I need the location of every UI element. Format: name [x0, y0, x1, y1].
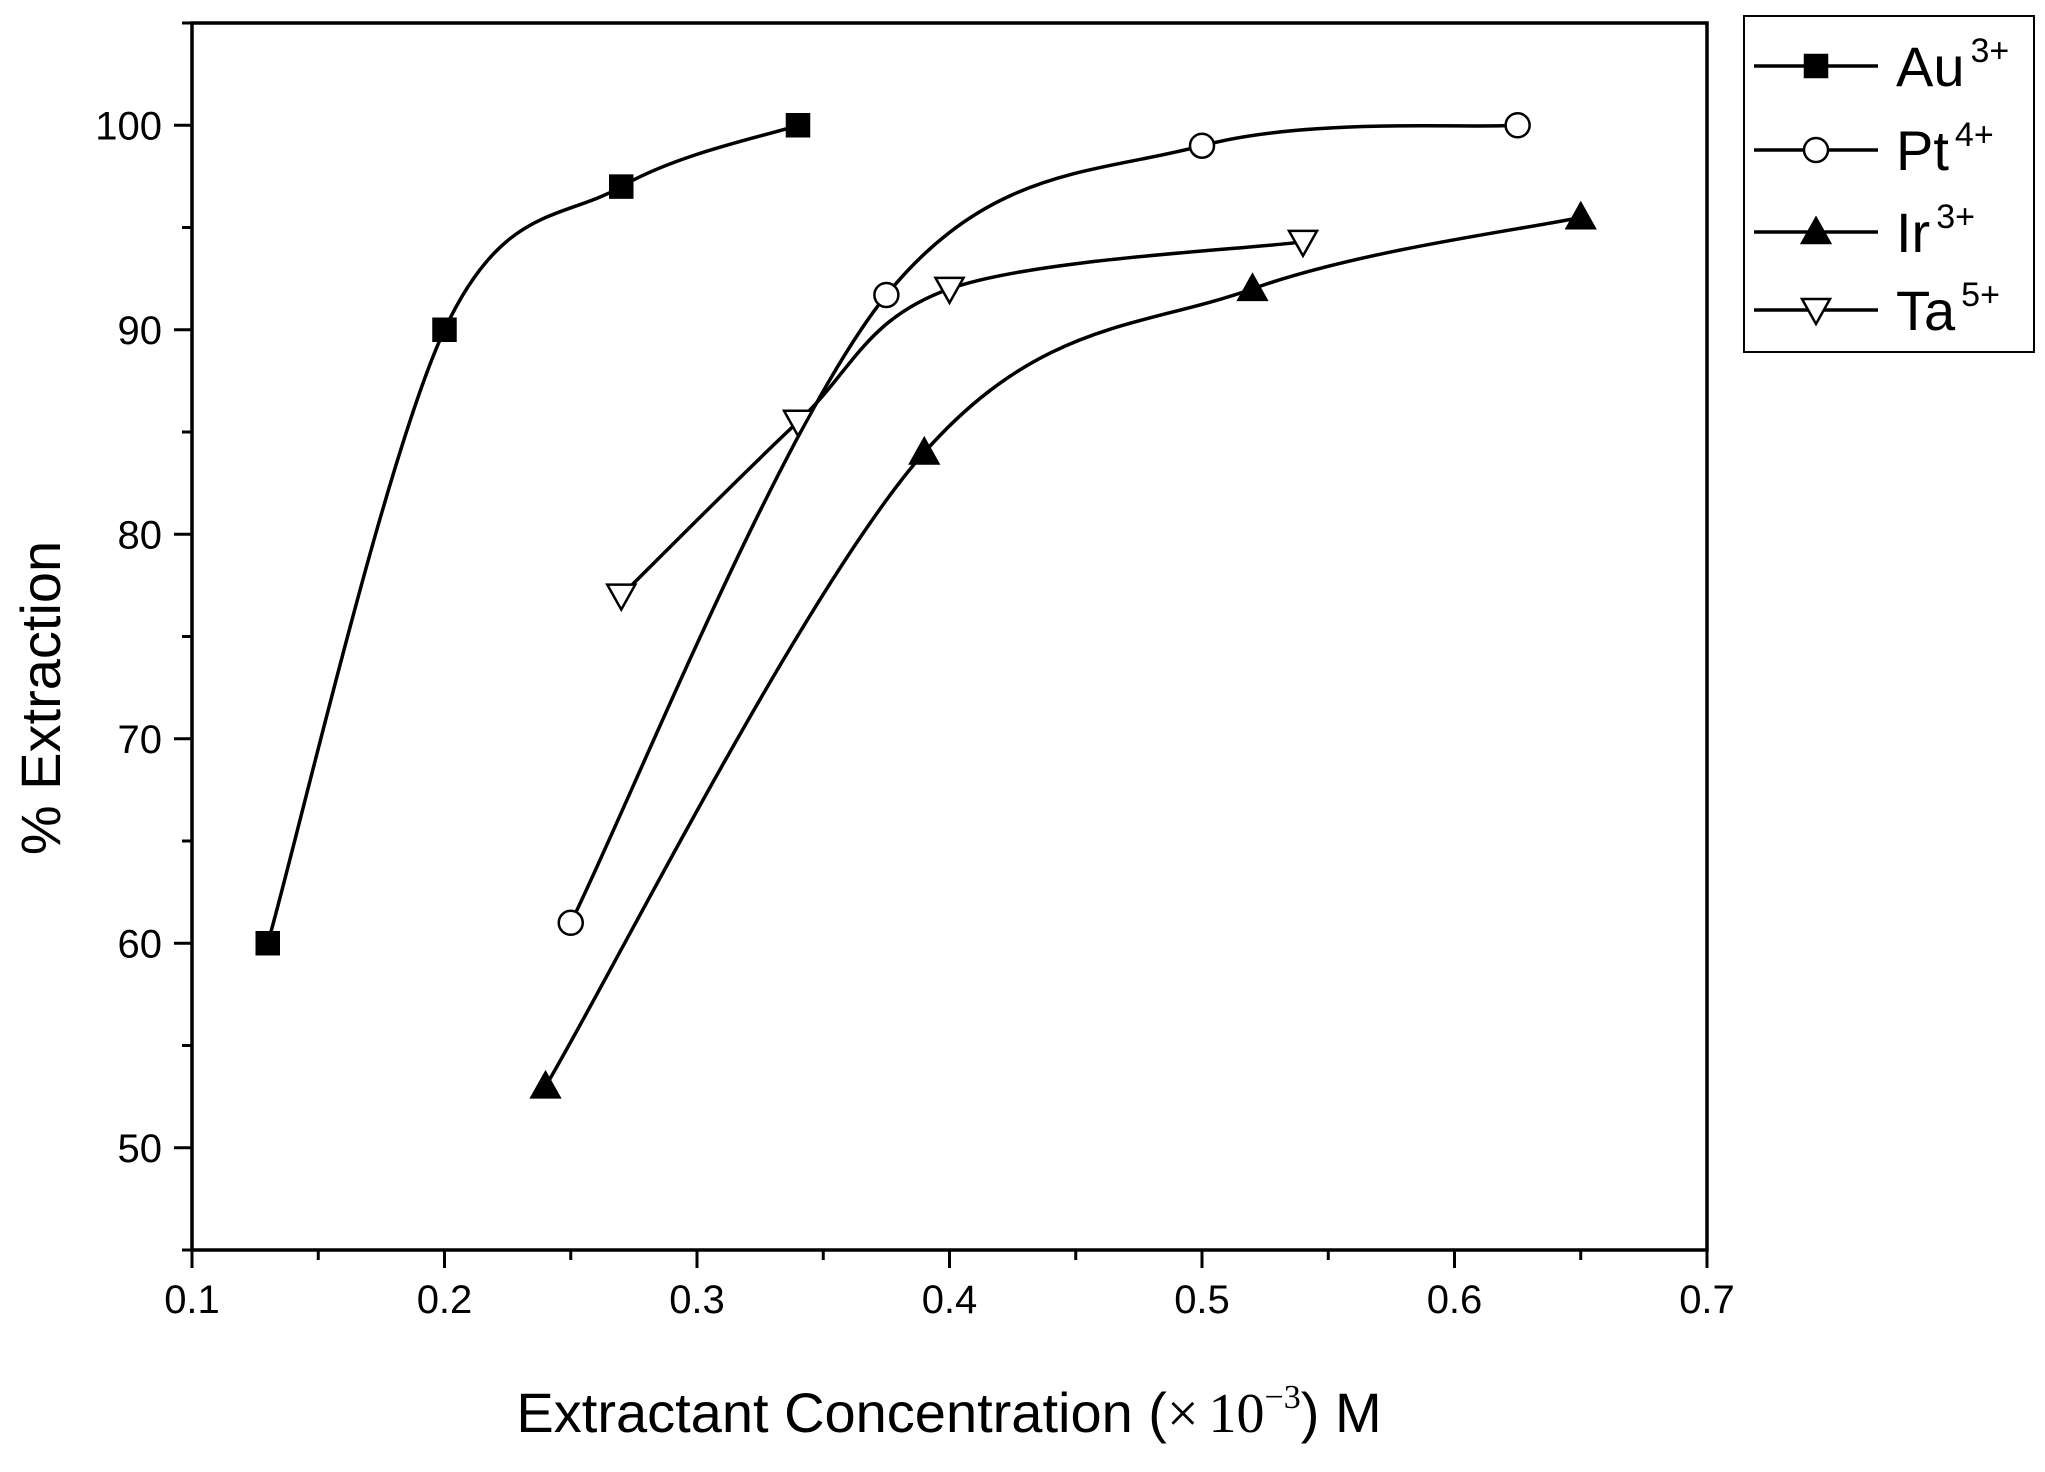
legend-frame: [1743, 15, 2035, 353]
data-point: [609, 174, 634, 199]
y-tick-label: 60: [118, 922, 163, 966]
series-line: [543, 215, 1582, 1088]
series-line: [266, 123, 799, 944]
x-tick-label: 0.1: [164, 1278, 220, 1322]
legend-item-pt: Pt 4+: [1754, 116, 1994, 182]
y-tick-label: 70: [118, 718, 163, 762]
data-point: [557, 909, 584, 937]
data-point: [1286, 229, 1320, 259]
series-line: [620, 240, 1304, 597]
legend-item-au: Au 3+: [1754, 32, 2009, 98]
series-line: [569, 123, 1518, 924]
data-point: [908, 435, 941, 465]
data-point: [432, 317, 457, 342]
y-tick-label: 80: [118, 513, 163, 557]
data-point: [1564, 200, 1597, 230]
legend-item-ir: Ir 3+: [1754, 198, 1975, 264]
legend-marker: [1799, 215, 1833, 245]
data-point: [785, 113, 811, 138]
series-au: [255, 113, 811, 956]
x-tick-label: 0.6: [1427, 1278, 1483, 1322]
legend-label: Ta 5+: [1896, 276, 2000, 342]
x-tick-label: 0.2: [417, 1278, 473, 1322]
y-axis-title: % Extraction: [9, 541, 72, 855]
y-tick-label: 90: [118, 309, 163, 353]
series-ir: [529, 200, 1597, 1099]
data-point: [529, 1069, 562, 1099]
x-tick-label: 0.7: [1679, 1278, 1735, 1322]
data-point: [1236, 272, 1269, 302]
x-axis-title: Extractant Concentration (× 10−3) M: [516, 1379, 1381, 1445]
x-tick-label: 0.3: [669, 1278, 725, 1322]
series-ta: [605, 229, 1320, 613]
y-axis: 50 60 70 80 90 100: [95, 21, 192, 1252]
data-point: [1188, 132, 1216, 159]
plot-area: [255, 112, 1597, 1099]
data-point: [605, 583, 638, 613]
legend-label: Pt 4+: [1896, 116, 1994, 182]
x-axis: 0.1 0.2 0.3 0.4 0.5 0.6 0.7: [164, 1250, 1735, 1322]
data-point: [255, 931, 280, 956]
data-point: [873, 281, 900, 309]
data-point: [1504, 112, 1531, 139]
y-tick-label: 50: [118, 1127, 163, 1171]
data-point: [933, 276, 966, 306]
legend: Au 3+ Pt 4+ Ir 3+ Ta 5+: [1743, 15, 2035, 353]
x-tick-label: 0.5: [1174, 1278, 1230, 1322]
legend-marker: [1802, 136, 1830, 164]
legend-marker: [1799, 297, 1833, 327]
legend-marker: [1803, 53, 1829, 79]
legend-label: Ir 3+: [1896, 198, 1975, 264]
legend-label: Au 3+: [1896, 32, 2009, 98]
y-tick-label: 100: [95, 104, 162, 148]
data-point: [781, 409, 815, 439]
series-pt: [557, 112, 1531, 937]
x-tick-label: 0.4: [922, 1278, 978, 1322]
plot-frame: [190, 21, 1709, 1252]
legend-item-ta: Ta 5+: [1754, 276, 2000, 342]
